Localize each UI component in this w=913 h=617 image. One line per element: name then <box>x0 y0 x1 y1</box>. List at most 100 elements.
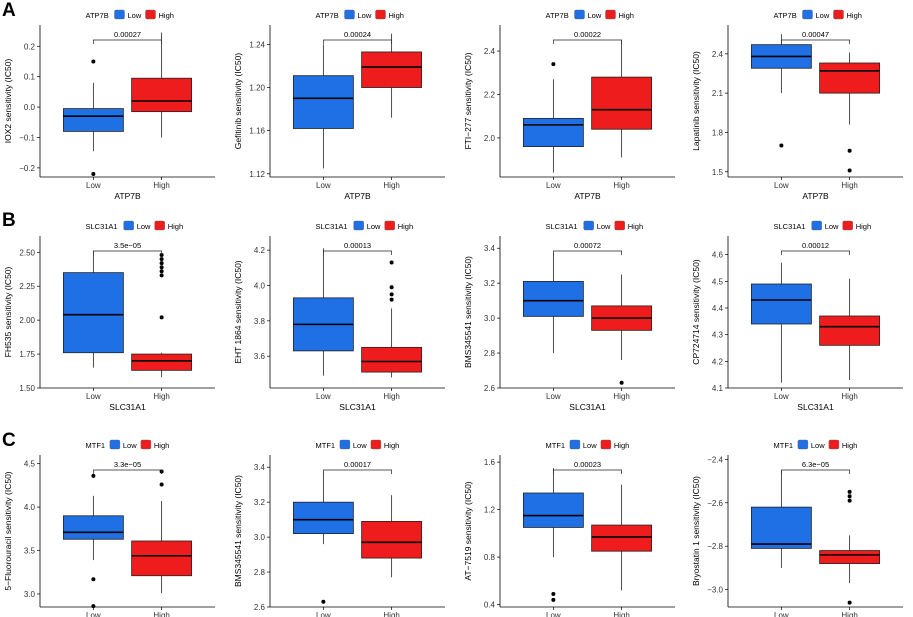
panel-mtf1-9: MTF1 Low High 3.0 3.5 4.0 4.5 5−Fluorouracil se… <box>3 439 215 617</box>
legend-swatch-low <box>109 439 121 450</box>
outlier-point-high <box>619 380 624 385</box>
x-tick-label-low: Low <box>86 392 101 401</box>
legend-swatch-high <box>828 439 840 450</box>
y-axis-title: IOX2 sensitivity (IC50) <box>3 59 13 144</box>
x-axis-title: SLC31A1 <box>339 402 376 412</box>
legend-label-low: Low <box>588 11 602 20</box>
outlier-point-low <box>779 143 784 148</box>
y-tick-label: 1.2 <box>484 506 496 515</box>
y-tick-label: 2.2 <box>484 90 496 99</box>
significance-bracket <box>323 469 392 474</box>
row-label-a: A <box>2 0 16 21</box>
box-low <box>292 501 354 535</box>
legend-swatch-low <box>569 439 581 450</box>
significance-bracket <box>323 250 392 255</box>
y-tick-label: 4.5 <box>712 277 724 286</box>
x-tick-label-high: High <box>613 611 629 617</box>
y-tick-label: −2.8 <box>707 542 723 551</box>
outlier-point-high <box>389 285 394 290</box>
x-tick-label-high: High <box>153 181 169 190</box>
p-value-label: 0.00047 <box>802 30 829 39</box>
legend-label-low: Low <box>358 11 372 20</box>
x-tick-label-high: High <box>383 181 399 190</box>
y-tick-label: 2.1 <box>712 89 724 98</box>
x-tick-label-high: High <box>153 611 169 617</box>
outlier-point-low <box>91 59 96 64</box>
x-tick-label-high: High <box>383 392 399 401</box>
y-tick-label: 4.4 <box>712 304 724 313</box>
y-tick-label: 4.1 <box>712 384 724 393</box>
outlier-point-high <box>159 265 164 270</box>
legend-title: ATP7B <box>774 11 797 20</box>
y-tick-label: −0.2 <box>19 164 35 173</box>
box-high <box>131 353 193 371</box>
y-tick-label: 3.4 <box>484 244 496 253</box>
p-value-label: 0.00012 <box>802 241 829 250</box>
x-tick-label-high: High <box>841 392 857 401</box>
y-tick-label: 1.16 <box>249 127 265 136</box>
x-tick-label-high: High <box>613 392 629 401</box>
legend-swatch-high <box>600 439 612 450</box>
y-tick-label: 2.6 <box>484 384 496 393</box>
y-tick-label: 1.6 <box>484 458 496 467</box>
panels: ATP7B Low High −0.2 −0.1 0.0 0.1 0.2 IOX2 sensit… <box>3 9 903 617</box>
x-axis-title: ATP7B <box>802 191 829 201</box>
legend-swatch-high <box>384 220 395 231</box>
y-tick-label: 1.20 <box>249 84 265 93</box>
significance-bracket <box>553 39 622 44</box>
legend-label-high: High <box>398 222 413 231</box>
outlier-point-low <box>551 62 556 67</box>
box-low <box>62 272 124 354</box>
box-low <box>522 492 584 528</box>
panel-atp7b-1: ATP7B Low High −0.2 −0.1 0.0 0.1 0.2 IOX2 sensit… <box>3 9 215 201</box>
y-tick-label: 1.12 <box>249 170 265 179</box>
legend-swatch-low <box>802 9 813 20</box>
y-axis-title: Bryostatin 1 sensitivity (IC50) <box>691 476 701 586</box>
x-tick-label-high: High <box>383 611 399 617</box>
significance-bracket <box>553 250 622 255</box>
legend-swatch-high <box>833 9 844 20</box>
significance-bracket <box>781 469 850 474</box>
legend-label-high: High <box>856 222 871 231</box>
outlier-point-low <box>551 597 556 602</box>
legend-label-high: High <box>614 441 629 450</box>
y-tick-label: 1.24 <box>249 40 265 49</box>
x-tick-label-high: High <box>613 181 629 190</box>
x-tick-label-low: Low <box>316 392 331 401</box>
legend-swatch-low <box>344 9 355 20</box>
outlier-point-high <box>159 482 164 487</box>
outlier-point-high <box>389 292 394 297</box>
panel-slc31a1-8: SLC31A1 Low High 4.1 4.2 4.3 4.4 4.5 4.6 CP724714… <box>691 220 903 412</box>
outlier-point-high <box>847 498 852 503</box>
outlier-point-high <box>847 600 852 605</box>
legend-label-low: Low <box>137 222 151 231</box>
y-tick-label: 3.0 <box>254 533 266 542</box>
y-tick-label: −3.0 <box>707 586 723 595</box>
legend-label-high: High <box>384 441 399 450</box>
significance-bracket <box>323 39 392 44</box>
y-tick-label: 2.4 <box>712 50 724 59</box>
y-tick-label: −2.4 <box>707 455 723 464</box>
panel-mtf1-10: MTF1 Low High 2.6 2.8 3.0 3.2 3.4 BMS345541 sens… <box>233 439 445 617</box>
outlier-point-high <box>847 148 852 153</box>
legend-label-high: High <box>842 441 857 450</box>
outlier-point-low <box>321 599 326 604</box>
box-low <box>522 281 584 317</box>
box-high <box>819 550 881 564</box>
legend-title: MTF1 <box>774 441 794 450</box>
panel-mtf1-11: MTF1 Low High 0.4 0.8 1.2 1.6 AT−7519 sensitivi… <box>463 439 675 617</box>
y-tick-label: 4.3 <box>712 331 724 340</box>
x-tick-label-low: Low <box>546 181 561 190</box>
y-axis-title: 5−Fluorouracil sensitivity (IC50) <box>3 471 13 590</box>
legend-title: MTF1 <box>86 441 106 450</box>
x-tick-label-high: High <box>841 181 857 190</box>
legend-label-low: Low <box>128 11 142 20</box>
box-high <box>361 520 423 559</box>
legend-title: SLC31A1 <box>86 222 118 231</box>
y-tick-label: 4.0 <box>24 503 36 512</box>
y-tick-label: 4.0 <box>254 281 266 290</box>
legend-swatch-high <box>605 9 616 20</box>
significance-bracket <box>93 39 162 44</box>
p-value-label: 3.3e−05 <box>114 460 141 469</box>
